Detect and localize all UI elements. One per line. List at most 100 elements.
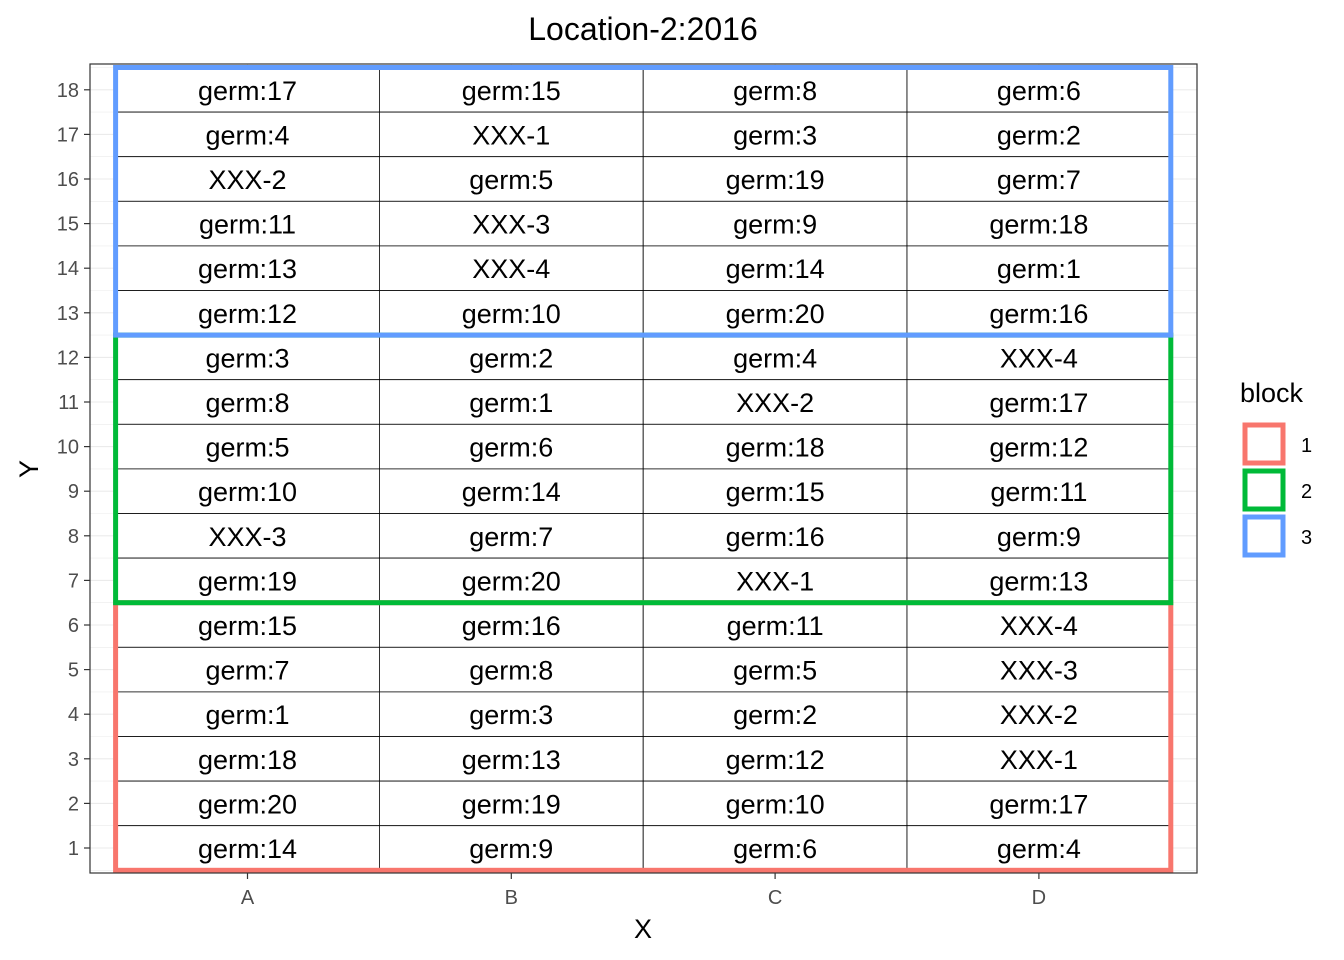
plot-tile bbox=[642, 423, 908, 470]
plot-tile bbox=[642, 602, 908, 648]
plot-tile bbox=[378, 67, 644, 113]
plot-tile bbox=[906, 736, 1172, 782]
plot-tile bbox=[906, 111, 1172, 158]
legend-label: 2 bbox=[1301, 481, 1312, 503]
cell-label: germ:17 bbox=[198, 76, 297, 106]
cell-label: germ:5 bbox=[205, 433, 289, 463]
cell-label: germ:6 bbox=[469, 433, 553, 463]
cell-label: XXX-3 bbox=[1000, 656, 1078, 686]
cell-label: germ:15 bbox=[726, 477, 825, 507]
cell-label: germ:10 bbox=[726, 789, 825, 819]
plot-tile bbox=[378, 825, 644, 871]
plot-tile bbox=[906, 423, 1172, 470]
cell-label: germ:14 bbox=[726, 254, 825, 284]
cell-label: XXX-4 bbox=[1000, 611, 1078, 641]
cell-label: germ:1 bbox=[997, 254, 1081, 284]
plot-tile bbox=[906, 691, 1172, 737]
x-axis: A B C D bbox=[241, 873, 1046, 909]
cell-label: XXX-3 bbox=[208, 522, 286, 552]
block-outline-3 bbox=[113, 65, 1174, 338]
cell-label: germ:10 bbox=[198, 477, 297, 507]
y-tick-label: 11 bbox=[58, 392, 79, 414]
cell-label: XXX-1 bbox=[1000, 745, 1078, 775]
legend-key-2 bbox=[1242, 468, 1286, 512]
cell-label: germ:7 bbox=[997, 165, 1081, 195]
cell-label: germ:8 bbox=[733, 76, 817, 106]
cell-label: germ:11 bbox=[990, 477, 1087, 507]
plot-tile bbox=[642, 156, 908, 202]
y-tick-label: 7 bbox=[68, 570, 79, 592]
plot-tile bbox=[115, 245, 380, 291]
cell-label: germ:19 bbox=[726, 165, 825, 195]
y-tick-label: 16 bbox=[57, 169, 79, 191]
cell-labels: germ:17 germ:15 germ:8 germ:6 germ:4 XXX-1 ger… bbox=[198, 76, 1088, 864]
plot-tile bbox=[378, 691, 644, 737]
plot-tile bbox=[906, 780, 1172, 827]
block-outlines bbox=[113, 65, 1174, 873]
plot-tile bbox=[378, 111, 644, 158]
cell-label: germ:17 bbox=[989, 789, 1088, 819]
cell-label: germ:1 bbox=[469, 388, 553, 418]
cell-label: germ:20 bbox=[726, 299, 825, 329]
plot-tile bbox=[115, 67, 380, 113]
cell-label: XXX-3 bbox=[472, 210, 550, 240]
plot-tile bbox=[378, 780, 644, 827]
cell-label: germ:17 bbox=[989, 388, 1088, 418]
plot-tile bbox=[906, 379, 1172, 425]
plot-tile bbox=[906, 245, 1172, 291]
cell-label: germ:10 bbox=[462, 299, 561, 329]
cell-label: germ:18 bbox=[726, 433, 825, 463]
legend: block 1 2 3 bbox=[1240, 378, 1312, 558]
cell-label: germ:2 bbox=[469, 343, 553, 373]
plot-tile bbox=[906, 156, 1172, 202]
cell-label: germ:13 bbox=[198, 254, 297, 284]
plot-tile bbox=[906, 825, 1172, 871]
cell-label: XXX-1 bbox=[736, 566, 814, 596]
plot-tile bbox=[378, 156, 644, 202]
cell-label: germ:7 bbox=[469, 522, 553, 552]
cell-label: germ:16 bbox=[726, 522, 825, 552]
plot-tile bbox=[642, 780, 908, 827]
cell-label: XXX-2 bbox=[208, 165, 286, 195]
plot-tile bbox=[378, 557, 644, 604]
legend-title: block bbox=[1240, 378, 1304, 408]
y-tick-label: 13 bbox=[57, 303, 79, 325]
plot-tile bbox=[642, 334, 908, 381]
chart-title: Location-2:2016 bbox=[528, 11, 758, 47]
y-tick-label: 10 bbox=[57, 437, 79, 459]
plot-tile bbox=[642, 736, 908, 782]
plot-tile bbox=[378, 379, 644, 425]
cell-label: XXX-2 bbox=[1000, 700, 1078, 730]
y-tick-label: 1 bbox=[68, 838, 79, 860]
cell-label: XXX-4 bbox=[1000, 343, 1078, 373]
cell-label: germ:5 bbox=[469, 165, 553, 195]
cell-label: germ:12 bbox=[989, 433, 1088, 463]
plot-tile bbox=[642, 200, 908, 247]
cell-label: germ:20 bbox=[462, 566, 561, 596]
cell-label: germ:15 bbox=[198, 611, 297, 641]
plot-tile bbox=[115, 468, 380, 514]
cell-label: germ:1 bbox=[205, 700, 289, 730]
plot-tile bbox=[115, 200, 380, 247]
plot-tile bbox=[115, 156, 380, 202]
cell-label: germ:3 bbox=[469, 700, 553, 730]
cell-label: germ:9 bbox=[997, 522, 1081, 552]
cell-label: germ:18 bbox=[989, 210, 1088, 240]
plot-tile bbox=[115, 334, 380, 381]
plot-tile bbox=[906, 513, 1172, 559]
cell-label: XXX-2 bbox=[736, 388, 814, 418]
cell-label: germ:7 bbox=[205, 656, 289, 686]
cell-label: germ:15 bbox=[462, 76, 561, 106]
cell-label: germ:13 bbox=[989, 566, 1088, 596]
plot-tile bbox=[906, 468, 1172, 514]
plot-tile bbox=[378, 646, 644, 693]
cell-label: germ:8 bbox=[205, 388, 289, 418]
plot-tile bbox=[906, 67, 1172, 113]
cell-label: germ:4 bbox=[733, 343, 817, 373]
x-axis-title: X bbox=[634, 914, 652, 944]
legend-key-1 bbox=[1242, 422, 1286, 466]
legend-label: 1 bbox=[1301, 435, 1312, 457]
cell-label: germ:19 bbox=[198, 566, 297, 596]
